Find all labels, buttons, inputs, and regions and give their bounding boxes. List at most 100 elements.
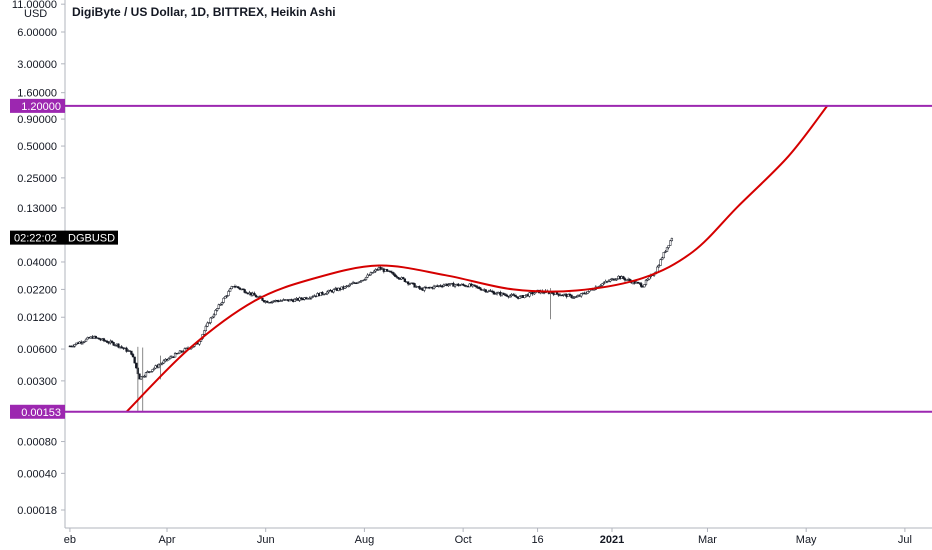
candle bbox=[207, 322, 211, 324]
candle bbox=[397, 276, 400, 280]
candle bbox=[211, 316, 214, 319]
y-tick-label: 1.60000 bbox=[17, 88, 57, 100]
candle bbox=[112, 341, 115, 346]
candle bbox=[324, 292, 327, 295]
candle bbox=[667, 245, 670, 250]
candle bbox=[418, 285, 421, 290]
candle bbox=[463, 284, 466, 287]
candle bbox=[144, 372, 148, 378]
candle bbox=[326, 290, 329, 296]
candle bbox=[321, 291, 324, 296]
candle bbox=[395, 275, 398, 279]
candle bbox=[220, 301, 224, 306]
parabolic-curve[interactable] bbox=[125, 105, 829, 413]
candle bbox=[230, 285, 233, 290]
candle bbox=[216, 308, 219, 312]
currency-unit: USD bbox=[24, 8, 47, 20]
y-tick-label: 0.00018 bbox=[17, 505, 57, 517]
candle bbox=[73, 343, 76, 348]
candle bbox=[94, 335, 97, 340]
horizontal-line-value: 1.20000 bbox=[21, 101, 61, 113]
candle bbox=[659, 258, 662, 266]
candle bbox=[586, 291, 589, 294]
candle bbox=[461, 283, 465, 287]
candle bbox=[219, 303, 222, 306]
y-tick-label: 0.13000 bbox=[17, 203, 57, 215]
candle bbox=[518, 295, 521, 299]
candle bbox=[280, 299, 284, 302]
candle bbox=[97, 337, 101, 340]
y-tick-label: 0.02200 bbox=[17, 284, 57, 296]
x-tick-label: Aug bbox=[355, 534, 375, 546]
x-tick-label: 16 bbox=[531, 534, 543, 546]
candle bbox=[120, 345, 123, 349]
candle bbox=[486, 291, 489, 293]
candle bbox=[403, 278, 407, 283]
candle bbox=[368, 273, 371, 276]
candle bbox=[212, 313, 216, 319]
candle bbox=[209, 316, 212, 325]
candle bbox=[104, 339, 107, 342]
price-axis[interactable]: 11.00000 6.00000 3.00000 1.60000 0.90000 0.50… bbox=[10, 0, 118, 517]
candle bbox=[173, 352, 177, 358]
candle bbox=[298, 296, 301, 303]
candle bbox=[408, 282, 411, 286]
candle bbox=[133, 356, 136, 364]
horizontal-lines[interactable]: 1.20000 0.00153 bbox=[10, 98, 932, 419]
price-label-time: 02:22:02 bbox=[14, 233, 57, 245]
y-tick-label: 0.90000 bbox=[17, 114, 57, 126]
candle bbox=[447, 283, 450, 287]
candle bbox=[609, 278, 612, 283]
candle bbox=[479, 287, 483, 291]
y-tick-label: 0.00600 bbox=[17, 344, 57, 356]
candle bbox=[580, 293, 583, 298]
candle bbox=[261, 297, 264, 302]
price-label-symbol: DGBUSD bbox=[68, 233, 115, 245]
candle bbox=[203, 330, 206, 336]
chart-area bbox=[64, 0, 932, 529]
candle bbox=[348, 282, 352, 288]
candle bbox=[638, 282, 641, 285]
x-tick-label: Jun bbox=[257, 534, 275, 546]
candle bbox=[228, 287, 232, 292]
candle bbox=[478, 286, 481, 290]
y-tick-label: 6.00000 bbox=[17, 27, 57, 39]
candle bbox=[347, 285, 350, 288]
candle bbox=[484, 288, 487, 293]
candle bbox=[300, 297, 303, 301]
candle bbox=[502, 292, 505, 295]
candle bbox=[177, 352, 180, 355]
chart-title: DigiByte / US Dollar, 1D, BITTREX, Heiki… bbox=[72, 5, 336, 19]
candle bbox=[664, 249, 667, 254]
candle bbox=[406, 281, 410, 286]
candle bbox=[366, 273, 369, 278]
candle bbox=[568, 292, 572, 297]
candle bbox=[492, 290, 496, 295]
candle bbox=[458, 284, 462, 287]
candle bbox=[238, 287, 241, 291]
candle bbox=[669, 240, 672, 246]
horizontal-line-badge: 1.20000 bbox=[10, 98, 65, 113]
candle bbox=[71, 344, 75, 348]
candle bbox=[293, 297, 296, 302]
x-tick-label: eb bbox=[64, 534, 76, 546]
time-axis[interactable]: eb Apr Jun Aug Oct 16 2021 Mar May Jul bbox=[64, 528, 912, 546]
candle bbox=[214, 309, 217, 316]
candle bbox=[442, 283, 445, 288]
x-tick-label: May bbox=[796, 534, 817, 546]
candle bbox=[125, 346, 128, 353]
y-tick-label: 0.00040 bbox=[17, 468, 57, 480]
candle bbox=[308, 296, 311, 300]
candle bbox=[149, 371, 152, 373]
candle bbox=[505, 293, 508, 297]
candle bbox=[508, 294, 512, 298]
candle bbox=[607, 279, 610, 283]
candle bbox=[402, 276, 405, 280]
candle bbox=[512, 293, 515, 296]
candle bbox=[639, 282, 643, 288]
candle bbox=[105, 339, 109, 343]
candle bbox=[570, 294, 573, 299]
candle bbox=[363, 278, 366, 281]
candle bbox=[272, 300, 275, 303]
